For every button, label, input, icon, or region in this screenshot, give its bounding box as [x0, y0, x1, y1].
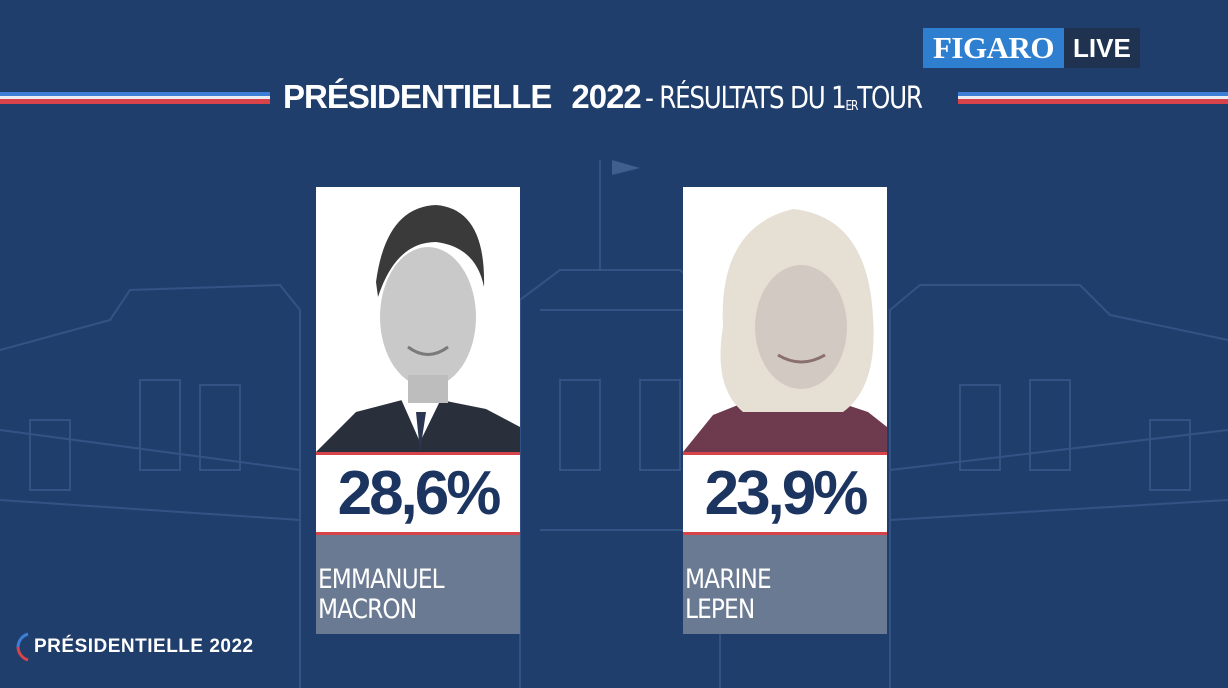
score-box: 23,9%: [683, 452, 887, 535]
logo-live: LIVE: [1064, 28, 1140, 68]
name-box: MARINE LEPEN: [683, 535, 887, 634]
title-bold: PRÉSIDENTIELLE: [283, 78, 552, 115]
name-box: EMMANUEL MACRON: [316, 535, 520, 634]
candidate-score: 23,9%: [704, 459, 869, 528]
candidate-card: 28,6% EMMANUEL MACRON: [316, 187, 520, 634]
title-subtitle: - RÉSULTATS DU 1ERTOUR: [644, 81, 923, 116]
logo-brand: FIGARO: [923, 28, 1064, 68]
candidate-photo: [683, 187, 887, 452]
candidate-name: MARINE LEPEN: [685, 564, 772, 625]
figaro-live-logo: FIGARO LIVE: [923, 28, 1140, 68]
tricolor-arc-icon: [16, 632, 29, 662]
candidate-score: 28,6%: [337, 459, 502, 528]
title-superscript: ER: [845, 99, 858, 114]
presidentielle-badge: PRÉSIDENTIELLE 2022: [14, 631, 254, 663]
page-title: PRÉSIDENTIELLE 2022 - RÉSULTATS DU 1ERTO…: [283, 78, 982, 120]
score-box: 28,6%: [316, 452, 520, 535]
title-year: 2022: [571, 78, 641, 115]
tricolor-stripe-right: [958, 92, 1228, 106]
tricolor-stripe-left: [0, 92, 270, 106]
candidate-photo: [316, 187, 520, 452]
candidate-name: EMMANUEL MACRON: [318, 564, 445, 625]
badge-text: PRÉSIDENTIELLE 2022: [34, 636, 254, 657]
candidate-card: 23,9% MARINE LEPEN: [683, 187, 887, 634]
